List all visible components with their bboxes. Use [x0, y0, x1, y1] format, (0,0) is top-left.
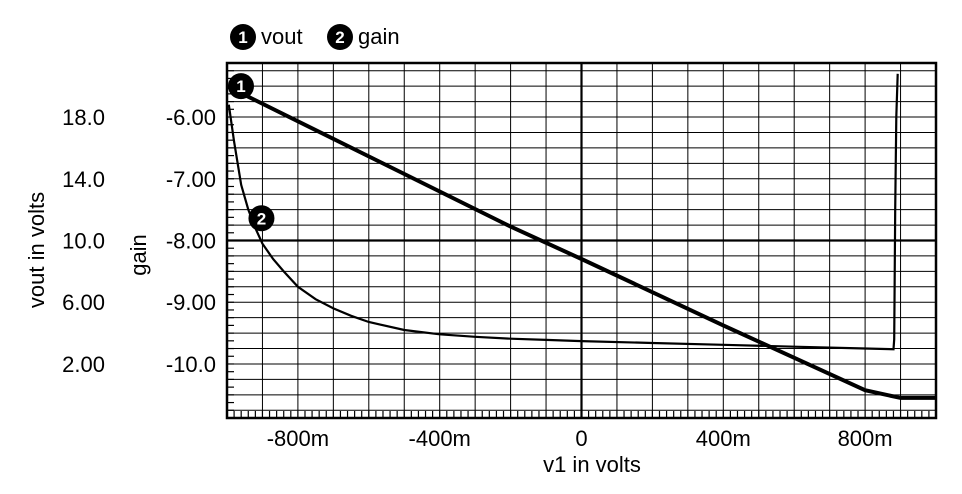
y-left-tick-label: 18.0	[62, 105, 105, 130]
series-vout-marker	[228, 73, 254, 100]
legend-item-gain: 2 gain	[327, 24, 400, 50]
y-right-axis-title: gain	[126, 234, 151, 276]
y-right-tick-label: -6.00	[166, 105, 216, 130]
x-tick-label: -400m	[409, 426, 471, 451]
x-tick-label: 800m	[838, 426, 893, 451]
x-axis-title: v1 in volts	[543, 452, 641, 477]
y-left-axis-title: vout in volts	[24, 192, 49, 308]
x-tick-label: 0	[575, 426, 587, 451]
y-left-tick-label: 6.00	[62, 290, 105, 315]
series-vout-marker-number: 1	[236, 77, 245, 96]
y-left-tick-label: 2.00	[62, 352, 105, 377]
series-vout-line	[226, 84, 936, 400]
legend-label-vout: vout	[261, 24, 303, 49]
y-right-tick-label: -10.0	[166, 352, 216, 377]
legend-marker-vout-number: 1	[238, 28, 247, 47]
legend-marker-gain-number: 2	[335, 28, 344, 47]
y-right-tick-label: -8.00	[166, 229, 216, 254]
series-gain-marker-number: 2	[257, 209, 266, 228]
grid	[227, 63, 936, 418]
y-right-tick-label: -9.00	[166, 290, 216, 315]
legend-marker-vout	[230, 24, 256, 50]
series-layer	[226, 73, 936, 400]
y-left-tick-label: 14.0	[62, 167, 105, 192]
x-tick-label: -800m	[267, 426, 329, 451]
x-tick-label: 400m	[696, 426, 751, 451]
legend-marker-gain	[327, 24, 353, 50]
y-right-tick-label: -7.00	[166, 167, 216, 192]
legend-item-vout: 1 vout	[230, 24, 303, 50]
series-gain-marker	[248, 205, 275, 232]
series-markers: 12	[228, 73, 275, 232]
series-gain-line	[227, 73, 899, 351]
legend-label-gain: gain	[358, 24, 400, 49]
plot-frame	[225, 61, 938, 420]
legend: 1 vout 2 gain	[230, 24, 400, 50]
y-left-tick-label: 10.0	[62, 229, 105, 254]
tick-labels: -800m -400m 0 400m 800m 2.00 6.00 10.0 14.0 18.0 -…	[62, 105, 892, 451]
